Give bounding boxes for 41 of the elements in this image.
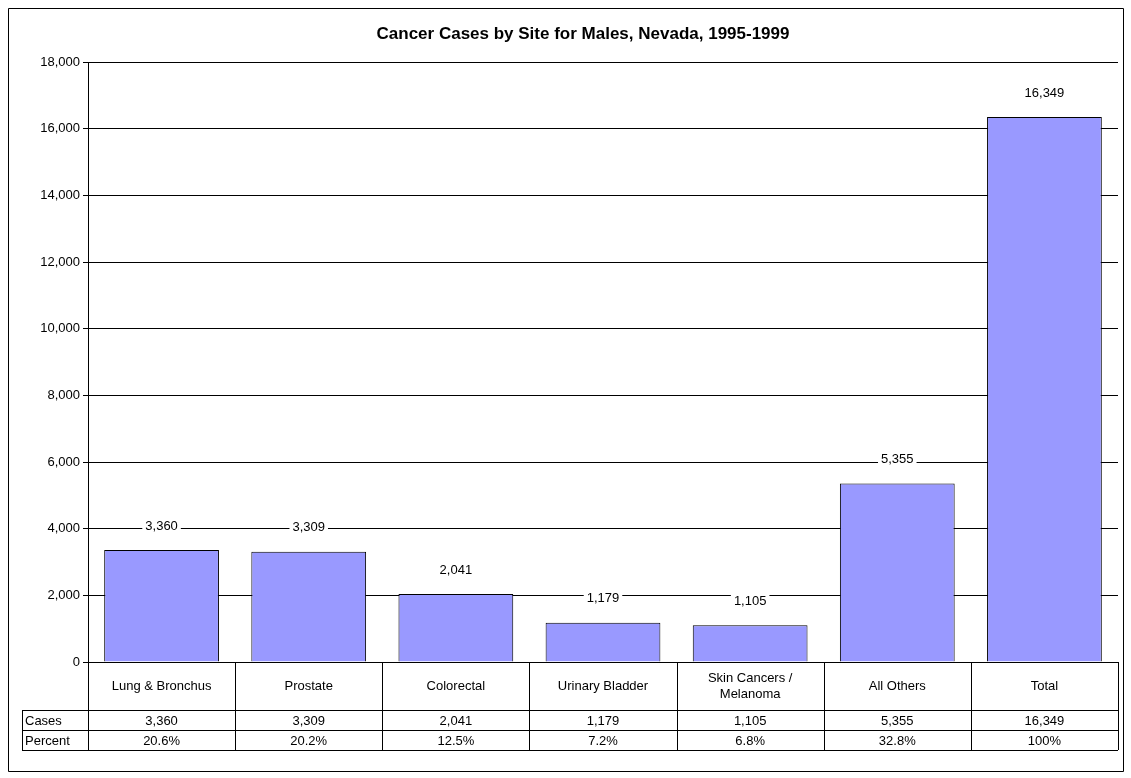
y-tick-label: 4,000 bbox=[47, 520, 80, 536]
data-label: 1,179 bbox=[586, 712, 620, 728]
chart-title: Cancer Cases by Site for Males, Nevada, 1995-1999 bbox=[376, 23, 790, 43]
y-tick-label: 0 bbox=[72, 653, 80, 669]
y-tick-label: 8,000 bbox=[47, 386, 80, 402]
x-tick-label: Total bbox=[1030, 677, 1059, 693]
y-tick-label: 12,000 bbox=[40, 253, 80, 269]
text: Cases bbox=[25, 712, 63, 728]
data-label: 3,360 bbox=[145, 712, 178, 728]
y-tick-label: 18,000 bbox=[40, 53, 80, 69]
text: 2,041 bbox=[439, 561, 473, 577]
x-tick-label: Lung & Bronchus bbox=[111, 677, 212, 693]
x-tick-label: Skin Cancers / Melanoma bbox=[707, 669, 793, 701]
x-tick-label: Prostate bbox=[284, 677, 333, 693]
data-label: 1,105 bbox=[733, 712, 767, 728]
data-label: 2,041 bbox=[439, 712, 473, 728]
text: 20.6% bbox=[143, 732, 181, 748]
x-tick-label: All Others bbox=[868, 677, 927, 693]
text: 16,349 bbox=[1024, 84, 1065, 100]
y-tick-label: 6,000 bbox=[47, 453, 80, 469]
text: 12.5% bbox=[437, 732, 475, 748]
text: 100% bbox=[1027, 732, 1062, 748]
text: 1,179 bbox=[586, 590, 620, 606]
data-label: 3,309 bbox=[292, 712, 325, 728]
y-tick-label: 16,000 bbox=[40, 120, 80, 136]
y-tick-label: 14,000 bbox=[40, 186, 80, 202]
x-tick-label: Colorectal bbox=[426, 677, 486, 693]
y-tick-label: 10,000 bbox=[40, 320, 80, 336]
data-label: 5,355 bbox=[881, 712, 914, 728]
text: 5,355 bbox=[881, 451, 914, 467]
data-label: 16,349 bbox=[1024, 712, 1065, 728]
text: 32.8% bbox=[878, 732, 917, 748]
x-tick-label: Urinary Bladder bbox=[557, 677, 649, 693]
text: 3,360 bbox=[145, 517, 178, 533]
text: 6.8% bbox=[735, 732, 766, 748]
text: Percent bbox=[25, 732, 71, 748]
text: 20.2% bbox=[290, 732, 328, 748]
text: 1,105 bbox=[733, 592, 767, 608]
y-tick-label: 2,000 bbox=[47, 586, 80, 602]
text: 7.2% bbox=[588, 732, 619, 748]
text: 3,309 bbox=[292, 519, 325, 535]
